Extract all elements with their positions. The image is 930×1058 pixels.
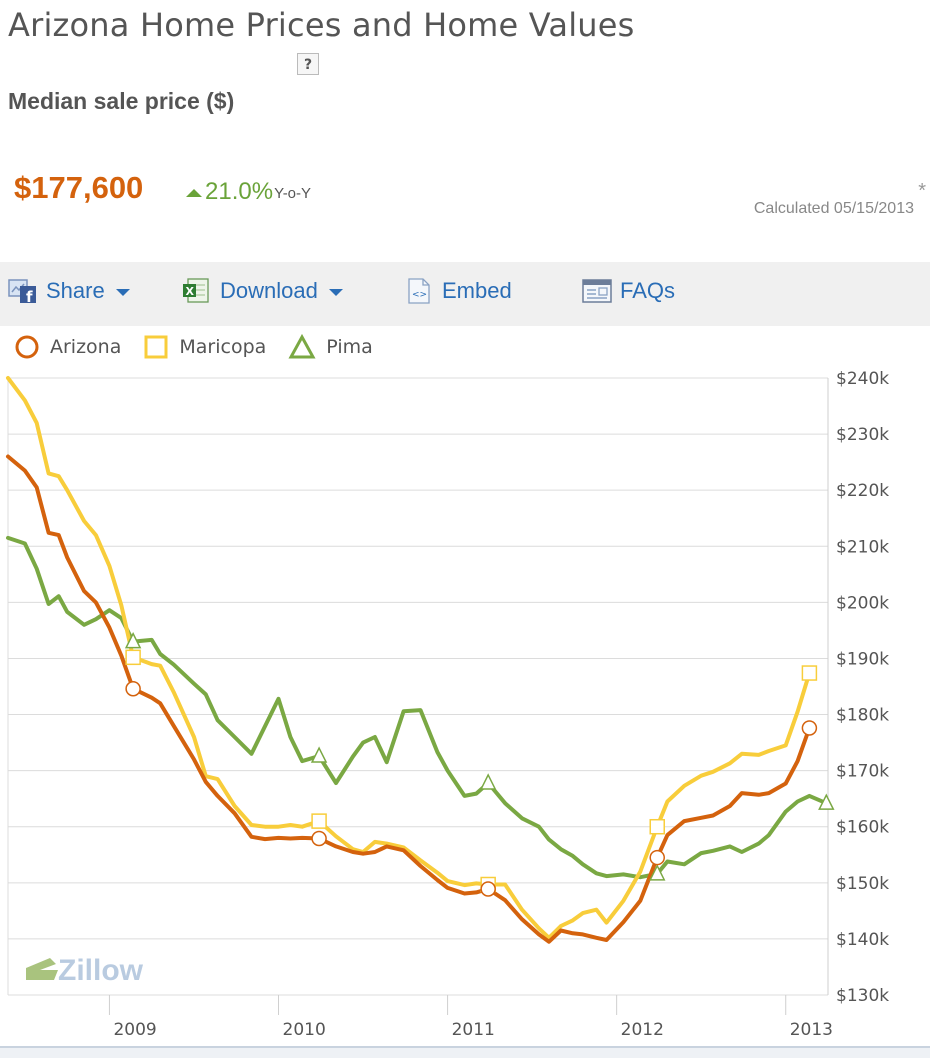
share-label: Share [46, 278, 105, 303]
yoy-change: 21.0% Y-o-Y [186, 178, 311, 206]
data-point[interactable] [801, 720, 818, 736]
faq-window-icon [582, 279, 612, 303]
embed-button[interactable]: <> Embed [404, 278, 512, 304]
data-point[interactable] [311, 813, 327, 829]
x-tick-label: 2012 [621, 1020, 664, 1040]
up-arrow-icon [186, 189, 202, 197]
facebook-share-icon: f [8, 279, 36, 304]
faqs-label: FAQs [620, 278, 676, 303]
svg-text:f: f [26, 288, 33, 304]
help-button[interactable]: ? [297, 53, 319, 75]
price-chart[interactable]: $130k $140k $150k $160k $170k $180k $190k $200k… [0, 360, 930, 1046]
faqs-button[interactable]: FAQs [582, 278, 675, 304]
page-title: Arizona Home Prices and Home Values [8, 6, 635, 44]
x-tick-label: 2011 [452, 1020, 495, 1040]
share-button[interactable]: f Share [8, 278, 130, 304]
legend-label: Maricopa [179, 336, 267, 358]
chart-legend: Arizona Maricopa Pima [14, 334, 395, 360]
download-button[interactable]: X Download [182, 278, 343, 304]
legend-label: Pima [326, 336, 373, 358]
chevron-down-icon [115, 288, 130, 296]
y-tick-label: $130k [836, 986, 889, 1006]
yoy-change-percent: 21.0% [205, 178, 274, 205]
y-tick-label: $140k [836, 930, 889, 950]
zillow-logo: Zillow [26, 954, 144, 987]
legend-item-maricopa[interactable]: Maricopa [143, 334, 266, 360]
y-tick-label: $220k [836, 481, 889, 501]
y-tick-label: $240k [836, 369, 889, 389]
data-point[interactable] [649, 849, 665, 866]
y-tick-label: $210k [836, 537, 889, 557]
embed-label: Embed [442, 278, 512, 303]
svg-text:<>: <> [412, 290, 427, 300]
data-point[interactable] [125, 649, 141, 666]
y-tick-label: $230k [836, 425, 889, 445]
metric-label: Median sale price ($) [8, 88, 235, 114]
y-tick-label: $200k [836, 593, 889, 613]
data-point[interactable] [480, 881, 496, 897]
data-point[interactable] [479, 773, 497, 790]
y-tick-label: $150k [836, 874, 889, 894]
legend-circle-marker [15, 335, 39, 359]
yoy-change-suffix: Y-o-Y [274, 185, 312, 202]
calculated-date: Calculated 05/15/2013 [753, 200, 914, 217]
legend-square-marker [144, 335, 168, 359]
x-tick-label: 2013 [790, 1020, 833, 1040]
download-label: Download [220, 278, 318, 303]
data-point[interactable] [801, 665, 818, 681]
data-point[interactable] [649, 818, 665, 835]
chevron-down-icon [328, 288, 343, 296]
data-point[interactable] [311, 830, 327, 847]
y-tick-label: $160k [836, 818, 889, 838]
embed-code-icon: <> [408, 278, 430, 304]
footnote-asterisk[interactable]: * [918, 180, 926, 202]
x-tick-label: 2009 [113, 1020, 156, 1040]
range-selector-strip[interactable] [0, 1046, 930, 1058]
chart-toolbar: f Share X Download <> Embed [0, 262, 930, 326]
series-line-arizona[interactable] [6, 454, 812, 944]
legend-item-pima[interactable]: Pima [288, 334, 373, 360]
y-tick-label: $190k [836, 649, 889, 669]
legend-triangle-marker [288, 334, 316, 359]
excel-download-icon: X [183, 278, 209, 303]
y-tick-label: $170k [836, 762, 889, 782]
data-point[interactable] [818, 793, 835, 810]
current-price: $177,600 [14, 170, 144, 205]
data-point[interactable] [125, 680, 141, 697]
legend-label: Arizona [50, 336, 122, 358]
svg-text:Zillow: Zillow [58, 954, 144, 987]
svg-text:X: X [186, 285, 195, 298]
x-tick-label: 2010 [283, 1020, 326, 1040]
y-tick-label: $180k [836, 706, 889, 726]
data-point[interactable] [124, 631, 142, 649]
data-point[interactable] [649, 864, 666, 881]
data-point[interactable] [310, 746, 328, 763]
legend-item-arizona[interactable]: Arizona [14, 334, 121, 360]
